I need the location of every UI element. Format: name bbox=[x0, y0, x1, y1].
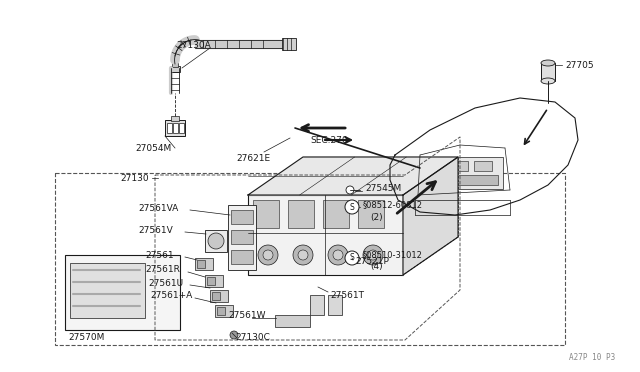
Bar bbox=[231, 210, 253, 224]
Text: 27545M: 27545M bbox=[365, 183, 401, 192]
Bar bbox=[231, 230, 253, 244]
Text: 27570M: 27570M bbox=[68, 334, 104, 343]
Bar bbox=[167, 123, 172, 133]
Ellipse shape bbox=[541, 60, 555, 66]
Bar bbox=[205, 230, 227, 252]
Circle shape bbox=[293, 245, 313, 265]
Bar bbox=[172, 63, 178, 67]
Bar bbox=[70, 263, 145, 318]
Bar bbox=[195, 258, 213, 270]
Text: 27521P: 27521P bbox=[355, 257, 389, 266]
Bar bbox=[173, 123, 178, 133]
Circle shape bbox=[345, 200, 359, 214]
Text: §08512-60812: §08512-60812 bbox=[363, 201, 423, 209]
Bar bbox=[253, 200, 279, 228]
Bar bbox=[541, 63, 555, 81]
Bar bbox=[248, 195, 403, 275]
Circle shape bbox=[298, 250, 308, 260]
Bar bbox=[171, 116, 179, 121]
Polygon shape bbox=[248, 157, 458, 195]
Bar bbox=[426, 161, 444, 171]
Bar bbox=[310, 295, 324, 315]
Bar bbox=[207, 277, 215, 285]
Text: (4): (4) bbox=[370, 263, 383, 272]
Bar bbox=[215, 305, 233, 317]
Bar bbox=[450, 161, 468, 171]
Text: A27P 10 P3: A27P 10 P3 bbox=[569, 353, 615, 362]
Bar bbox=[170, 66, 180, 72]
Text: §08510-31012: §08510-31012 bbox=[363, 250, 423, 260]
Bar bbox=[282, 38, 296, 50]
Bar bbox=[323, 200, 349, 228]
Text: 27561W: 27561W bbox=[228, 311, 266, 320]
Bar bbox=[197, 260, 205, 268]
Polygon shape bbox=[403, 157, 458, 275]
Text: S: S bbox=[349, 253, 355, 263]
Text: (2): (2) bbox=[370, 212, 383, 221]
Circle shape bbox=[368, 250, 378, 260]
Text: 27130C: 27130C bbox=[235, 333, 270, 341]
Text: 27130: 27130 bbox=[120, 173, 148, 183]
Circle shape bbox=[230, 331, 238, 339]
Text: 27054M: 27054M bbox=[135, 144, 172, 153]
Bar bbox=[165, 120, 185, 136]
Text: 27621E: 27621E bbox=[236, 154, 270, 163]
Bar bbox=[55, 173, 565, 345]
Circle shape bbox=[328, 245, 348, 265]
Text: 27561: 27561 bbox=[145, 250, 173, 260]
Text: 27561U: 27561U bbox=[148, 279, 183, 288]
Circle shape bbox=[346, 186, 354, 194]
Text: 27561R: 27561R bbox=[145, 266, 180, 275]
Circle shape bbox=[208, 233, 224, 249]
Circle shape bbox=[263, 250, 273, 260]
Bar bbox=[288, 200, 314, 228]
Text: S: S bbox=[349, 202, 355, 212]
Circle shape bbox=[333, 250, 343, 260]
Ellipse shape bbox=[541, 78, 555, 84]
Bar bbox=[179, 123, 184, 133]
Circle shape bbox=[345, 251, 359, 265]
Bar bbox=[205, 275, 223, 287]
Bar bbox=[217, 307, 225, 315]
Circle shape bbox=[363, 245, 383, 265]
Bar bbox=[426, 175, 498, 185]
Bar bbox=[358, 200, 384, 228]
Bar bbox=[65, 255, 180, 330]
Text: 27561+A: 27561+A bbox=[150, 292, 192, 301]
Text: 27130A: 27130A bbox=[176, 41, 211, 49]
Bar bbox=[275, 315, 310, 327]
Text: 27561VA: 27561VA bbox=[138, 203, 179, 212]
Bar bbox=[474, 161, 492, 171]
Bar bbox=[212, 292, 220, 300]
Text: 27561T: 27561T bbox=[330, 291, 364, 299]
Bar bbox=[328, 295, 342, 315]
Text: 27705: 27705 bbox=[565, 61, 594, 70]
Text: SEC.270: SEC.270 bbox=[310, 135, 348, 144]
Bar bbox=[231, 250, 253, 264]
Text: 27561V: 27561V bbox=[138, 225, 173, 234]
Bar bbox=[423, 157, 503, 189]
Circle shape bbox=[258, 245, 278, 265]
Bar bbox=[210, 290, 228, 302]
Bar bbox=[228, 205, 256, 270]
